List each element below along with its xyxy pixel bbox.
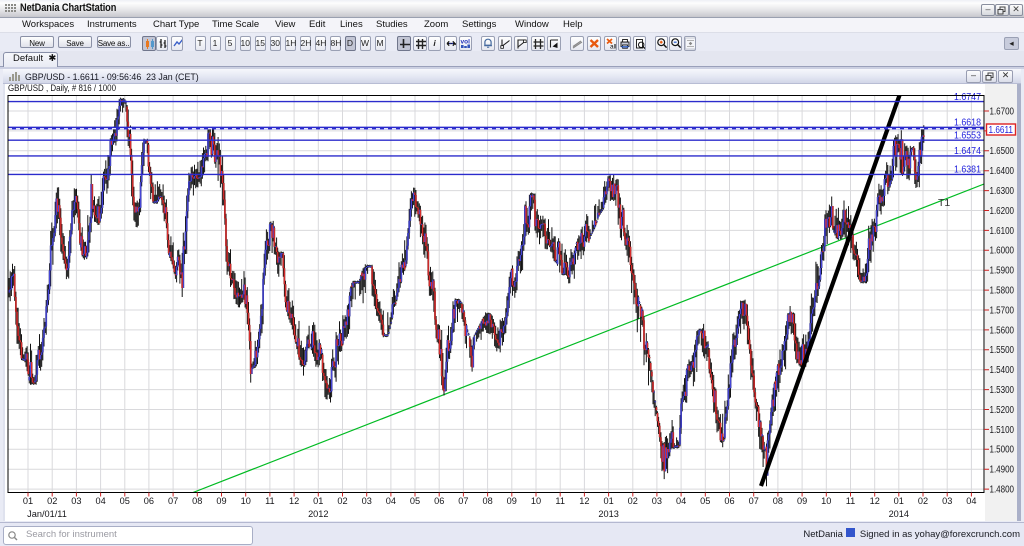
svg-text:03: 03 <box>652 496 662 506</box>
svg-text:1.5900: 1.5900 <box>990 266 1015 277</box>
svg-text:03: 03 <box>71 496 81 506</box>
svg-text:12: 12 <box>579 496 589 506</box>
svg-text:01: 01 <box>313 496 323 506</box>
svg-text:vol: vol <box>460 39 470 46</box>
svg-text:1.6474: 1.6474 <box>954 145 981 157</box>
svg-text:GBP/USD , Daily, # 816 / 1000: GBP/USD , Daily, # 816 / 1000 <box>8 83 116 94</box>
svg-text:02: 02 <box>918 496 928 506</box>
svg-text:1.6400: 1.6400 <box>990 166 1015 177</box>
svg-text:05: 05 <box>120 496 130 506</box>
svg-text:02: 02 <box>628 496 638 506</box>
svg-text:01: 01 <box>23 496 33 506</box>
svg-text:1.6553: 1.6553 <box>954 129 981 141</box>
svg-text:08: 08 <box>773 496 783 506</box>
svg-text:1.6700: 1.6700 <box>990 106 1015 117</box>
svg-text:09: 09 <box>797 496 807 506</box>
svg-text:2013: 2013 <box>598 509 618 519</box>
svg-text:08: 08 <box>192 496 202 506</box>
svg-text:03: 03 <box>942 496 952 506</box>
svg-text:2012: 2012 <box>308 509 328 519</box>
svg-text:01: 01 <box>603 496 613 506</box>
svg-text:09: 09 <box>507 496 517 506</box>
svg-text:1.6618: 1.6618 <box>954 117 981 129</box>
svg-text:1.6300: 1.6300 <box>990 186 1015 197</box>
svg-text:04: 04 <box>966 496 976 506</box>
svg-text:07: 07 <box>458 496 468 506</box>
svg-text:08: 08 <box>482 496 492 506</box>
svg-text:06: 06 <box>144 496 154 506</box>
svg-text:02: 02 <box>337 496 347 506</box>
svg-text:07: 07 <box>749 496 759 506</box>
svg-text:1.6747: 1.6747 <box>954 91 981 103</box>
svg-text:1.5800: 1.5800 <box>990 286 1015 297</box>
svg-text:1.5000: 1.5000 <box>990 445 1015 456</box>
svg-text:10: 10 <box>821 496 831 506</box>
svg-text:09: 09 <box>216 496 226 506</box>
svg-text:1.5600: 1.5600 <box>990 325 1015 336</box>
svg-text:04: 04 <box>386 496 396 506</box>
svg-text:T1: T1 <box>938 197 950 209</box>
svg-text:1.6100: 1.6100 <box>990 226 1015 237</box>
svg-text:2014: 2014 <box>889 509 909 519</box>
svg-text:01: 01 <box>894 496 904 506</box>
svg-text:1.6200: 1.6200 <box>990 206 1015 217</box>
svg-text:all: all <box>610 44 616 51</box>
svg-text:03: 03 <box>362 496 372 506</box>
svg-text:1.4900: 1.4900 <box>990 465 1015 476</box>
svg-text:1.5300: 1.5300 <box>990 385 1015 396</box>
svg-text:06: 06 <box>434 496 444 506</box>
svg-text:10: 10 <box>531 496 541 506</box>
svg-text:1.4800: 1.4800 <box>990 485 1015 496</box>
svg-text:10: 10 <box>241 496 251 506</box>
svg-text:1.6500: 1.6500 <box>990 146 1015 157</box>
svg-text:04: 04 <box>676 496 686 506</box>
svg-text:12: 12 <box>870 496 880 506</box>
svg-text:1.5700: 1.5700 <box>990 305 1015 316</box>
svg-text:11: 11 <box>265 496 275 506</box>
svg-text:1.5200: 1.5200 <box>990 405 1015 416</box>
svg-text:11: 11 <box>555 496 565 506</box>
svg-text:1.6381: 1.6381 <box>954 164 981 176</box>
svg-text:06: 06 <box>724 496 734 506</box>
svg-text:02: 02 <box>47 496 57 506</box>
svg-text:1.5100: 1.5100 <box>990 425 1015 436</box>
svg-text:07: 07 <box>168 496 178 506</box>
svg-text:1.5500: 1.5500 <box>990 345 1015 356</box>
svg-text:05: 05 <box>700 496 710 506</box>
svg-text:1.6611: 1.6611 <box>989 125 1014 136</box>
svg-text:12: 12 <box>289 496 299 506</box>
svg-text:05: 05 <box>410 496 420 506</box>
svg-text:Jan/01/11: Jan/01/11 <box>27 509 67 519</box>
svg-text:04: 04 <box>95 496 105 506</box>
svg-text:1.6000: 1.6000 <box>990 246 1015 257</box>
svg-text:1.5400: 1.5400 <box>990 365 1015 376</box>
svg-text:11: 11 <box>846 496 856 506</box>
